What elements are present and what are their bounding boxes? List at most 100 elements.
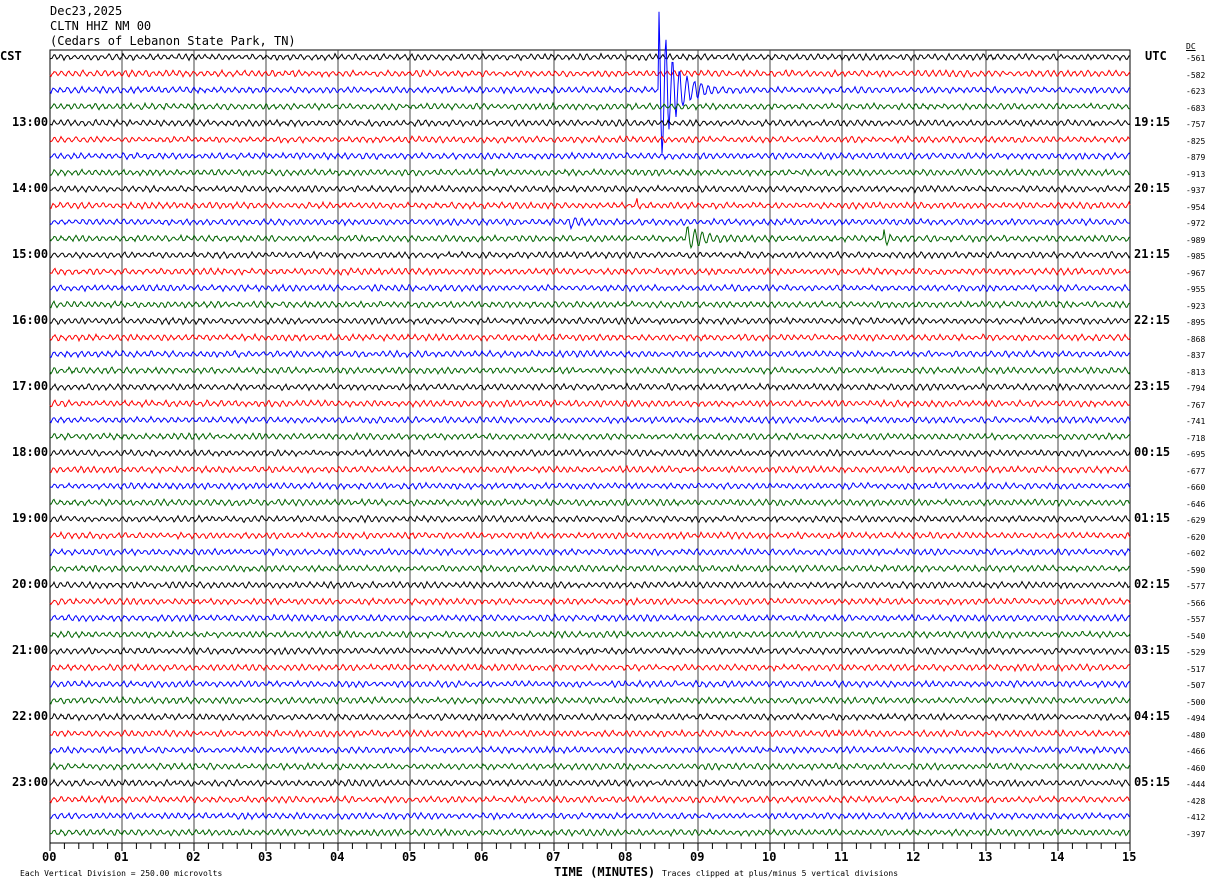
dc-offset: -879 [1186, 153, 1206, 162]
trace-row [49, 794, 1131, 805]
trace-row [49, 448, 1131, 458]
trace-row [49, 613, 1131, 623]
dc-offset: -428 [1186, 796, 1206, 806]
dc-offset: -913 [1186, 169, 1206, 179]
trace-row [49, 827, 1131, 838]
x-tick-label: 01 [114, 850, 129, 864]
trace-row [49, 250, 1131, 260]
x-tick-label: 11 [834, 850, 849, 864]
trace-row [49, 398, 1131, 409]
dc-offset: -566 [1186, 598, 1206, 608]
trace-row [49, 68, 1131, 79]
dc-offset: -989 [1186, 235, 1206, 245]
left-hour-label: 17:00 [12, 379, 49, 393]
x-tick-label: 00 [42, 850, 57, 864]
dc-offset: -466 [1186, 747, 1206, 756]
right-hour-label: 00:15 [1134, 445, 1171, 459]
trace-row [49, 778, 1131, 788]
right-hour-label: 21:15 [1134, 247, 1171, 261]
dc-label: DC [1186, 42, 1196, 51]
dc-offset: -837 [1186, 351, 1206, 360]
dc-offset: -517 [1186, 664, 1206, 674]
dc-offset: -767 [1186, 400, 1206, 410]
right-hour-label: 23:15 [1134, 379, 1171, 393]
x-tick-label: 06 [474, 850, 489, 864]
trace-row [50, 481, 1131, 491]
dc-offset: -794 [1186, 384, 1206, 393]
trace-row [49, 332, 1131, 343]
trace-row [49, 745, 1131, 755]
x-tick-label: 03 [258, 850, 273, 864]
trace-row [49, 11, 1131, 154]
left-hour-label: 15:00 [12, 247, 49, 261]
dc-offset: -629 [1186, 516, 1206, 525]
dc-offset: -623 [1186, 87, 1206, 96]
scale-note: Each Vertical Division = 250.00 microvol… [20, 869, 223, 878]
left-hour-label: 20:00 [12, 577, 49, 591]
x-tick-label: 07 [546, 850, 561, 864]
left-hour-label: 22:00 [12, 709, 49, 723]
dc-offset: -577 [1186, 582, 1206, 591]
dc-offset: -412 [1186, 813, 1206, 822]
trace-row [49, 184, 1131, 194]
trace-row [49, 217, 1131, 231]
dc-offset: -825 [1186, 136, 1206, 146]
right-hour-label: 02:15 [1134, 577, 1171, 591]
left-hour-label: 13:00 [12, 115, 49, 129]
x-tick-label: 10 [762, 850, 777, 864]
trace-row [49, 464, 1131, 475]
trace-row [49, 563, 1131, 574]
dc-offset: -507 [1186, 681, 1206, 690]
dc-offset: -955 [1186, 285, 1206, 294]
trace-row [49, 365, 1131, 376]
trace-row [49, 134, 1131, 145]
right-hour-label: 05:15 [1134, 775, 1171, 789]
right-hour-label: 01:15 [1134, 511, 1171, 525]
trace-row [49, 349, 1131, 359]
x-tick-label: 15 [1122, 850, 1137, 864]
dc-offset: -557 [1186, 615, 1206, 624]
left-timezone: CST [0, 49, 22, 63]
dc-offset: -582 [1186, 70, 1206, 80]
x-tick-label: 08 [618, 850, 633, 864]
trace-row [49, 431, 1131, 442]
trace-row [49, 52, 1131, 62]
trace-row [49, 118, 1131, 128]
dc-offset: -529 [1186, 648, 1206, 657]
right-hour-label: 03:15 [1134, 643, 1171, 657]
right-timezone: UTC [1145, 49, 1167, 63]
right-hour-label: 04:15 [1134, 709, 1171, 723]
dc-offset: -895 [1186, 318, 1206, 327]
dc-offset: -677 [1186, 466, 1206, 476]
dc-offset: -683 [1186, 103, 1206, 113]
trace-row [49, 728, 1131, 739]
trace-row [49, 662, 1131, 673]
trace-row [49, 283, 1131, 293]
trace-row [49, 547, 1131, 557]
dc-offset: -923 [1186, 301, 1206, 311]
dc-offset: -937 [1186, 186, 1206, 195]
x-tick-label: 14 [1050, 850, 1065, 864]
dc-offset: -480 [1186, 730, 1206, 740]
dc-offset: -954 [1186, 202, 1206, 212]
right-hour-label: 19:15 [1134, 115, 1171, 129]
x-tick-label: 12 [906, 850, 921, 864]
x-tick-label: 02 [186, 850, 201, 864]
dc-offset: -972 [1186, 219, 1206, 228]
trace-row [49, 101, 1130, 112]
trace-row [49, 761, 1131, 771]
left-hour-label: 23:00 [12, 775, 49, 789]
dc-offset: -646 [1186, 499, 1206, 509]
x-tick-label: 09 [690, 850, 705, 864]
trace-row [49, 167, 1131, 178]
trace-row [49, 811, 1131, 821]
trace-row [49, 679, 1131, 689]
dc-offset: -602 [1186, 549, 1206, 558]
left-hour-label: 14:00 [12, 181, 49, 195]
trace-row [49, 267, 1131, 277]
dc-offset: -561 [1186, 54, 1206, 63]
clip-note: Traces clipped at plus/minus 5 vertical … [662, 869, 899, 878]
x-axis-label: TIME (MINUTES) [554, 865, 656, 879]
right-hour-label: 22:15 [1134, 313, 1171, 327]
